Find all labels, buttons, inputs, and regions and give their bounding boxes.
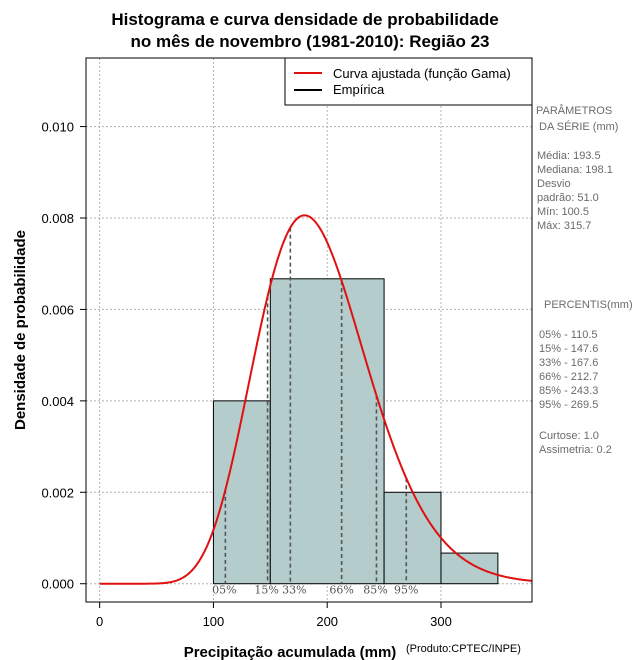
percentile-line: 05% - 110.5 (539, 329, 598, 341)
axes: 0 100 200 300 0.000 0.002 0.004 0.006 0.008 0.010 (41, 120, 451, 629)
chart-title-line1: Histograma e curva densidade de probabil… (111, 10, 498, 29)
param-line: Média: 193.5 (537, 150, 601, 162)
percentile-label: 95% (394, 584, 418, 597)
y-tick-label: 0.008 (41, 211, 74, 226)
y-tick-label: 0.004 (41, 394, 74, 409)
percentis-title: PERCENTIS(mm) (544, 299, 633, 311)
histogram-bar (269, 278, 385, 585)
percentile-line: 85% - 243.3 (539, 385, 598, 397)
x-axis-label: Precipitação acumulada (mm) (184, 644, 397, 660)
percentile-line: 95% - 269.5 (539, 399, 598, 411)
gamma-curve-group (99, 214, 533, 585)
param-line: Desvio (537, 178, 571, 190)
percentile-label: 66% (329, 584, 353, 597)
percentile-labels: 05% 15% 33% 66% 85% 95% (212, 584, 418, 597)
y-axis-label: Densidade de probabilidade (12, 230, 29, 430)
y-tick-label: 0.002 (41, 485, 74, 500)
percentiles-panel: PERCENTIS(mm) 05% - 110.5 15% - 147.6 33… (539, 299, 633, 411)
percentile-line: 15% - 147.6 (539, 343, 598, 355)
param-line: Mediana: 198.1 (537, 164, 613, 176)
legend-label-gamma: Curva ajustada (função Gama) (333, 66, 511, 81)
param-line: padrão: 51.0 (537, 192, 599, 204)
percentile-lines (224, 227, 408, 584)
gamma-curve (99, 214, 533, 585)
param-line: Mín: 100.5 (537, 206, 589, 218)
x-tick-label: 300 (430, 614, 452, 629)
stat-line: Assimetria: 0.2 (539, 444, 612, 456)
histogram-bar (212, 400, 271, 585)
stat-line: Curtose: 1.0 (539, 430, 599, 442)
percentile-label: 15% (254, 584, 278, 597)
y-tick-label: 0.000 (41, 577, 74, 592)
x-tick-label: 100 (203, 614, 225, 629)
y-tick-label: 0.010 (41, 120, 74, 135)
histogram-bars (212, 278, 499, 585)
shape-stats-panel: Curtose: 1.0 Assimetria: 0.2 (539, 430, 612, 456)
params-title-2: DA SÉRIE (mm) (539, 120, 618, 133)
chart-title-line2: no mês de novembro (1981-2010): Região 2… (130, 32, 489, 51)
y-tick-label: 0.006 (41, 302, 74, 317)
legend-box (284, 57, 533, 106)
percentile-line: 33% - 167.6 (539, 357, 598, 369)
histogram-bar (440, 552, 499, 585)
histogram-bar (383, 491, 442, 585)
credit-label: (Produto:CPTEC/INPE) (406, 643, 521, 655)
x-tick-label: 0 (96, 614, 103, 629)
percentile-label: 33% (282, 584, 306, 597)
percentile-label: 85% (363, 584, 387, 597)
percentile-label: 05% (212, 584, 236, 597)
params-title-1: PARÂMETROS (536, 104, 612, 117)
legend: Curva ajustada (função Gama) Empírica (284, 57, 533, 106)
legend-label-empirica: Empírica (333, 82, 385, 97)
param-line: Máx: 315.7 (537, 220, 591, 232)
x-tick-label: 200 (316, 614, 338, 629)
series-parameters-panel: PARÂMETROS DA SÉRIE (mm) Média: 193.5 Me… (536, 104, 618, 232)
percentile-line: 66% - 212.7 (539, 371, 598, 383)
